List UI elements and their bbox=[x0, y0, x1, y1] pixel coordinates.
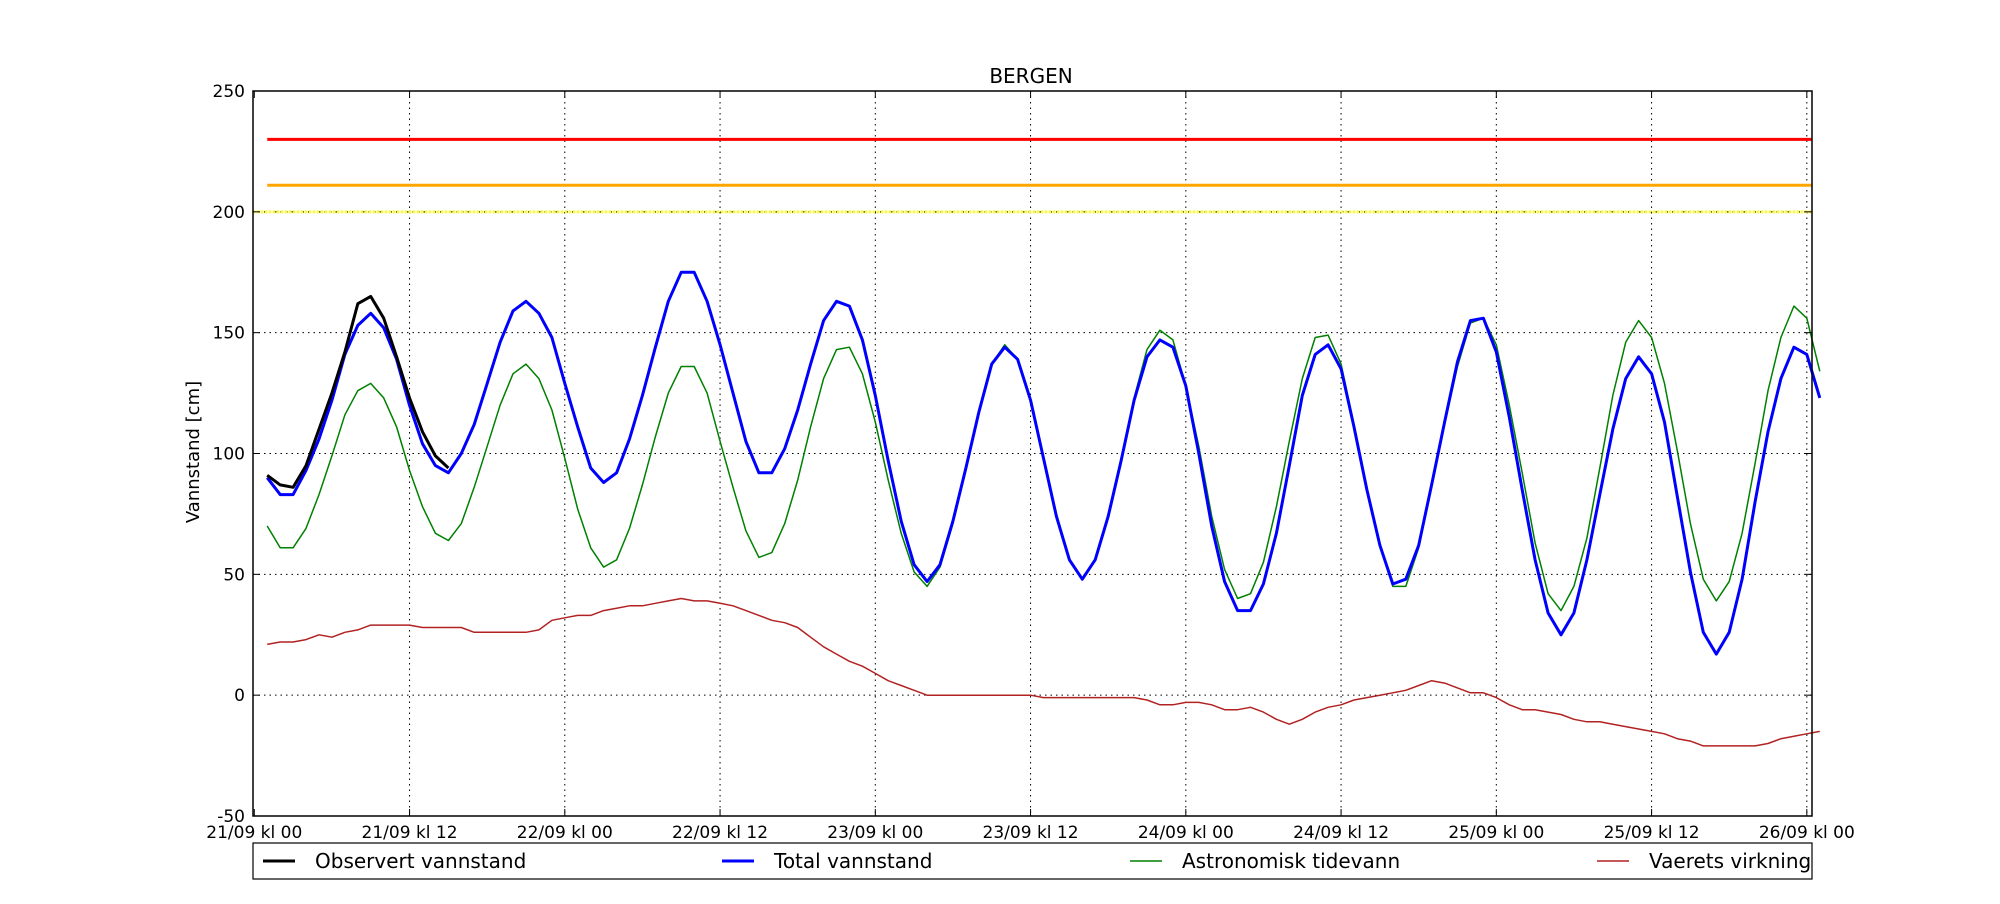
legend-label: Vaerets virkning bbox=[1649, 849, 1811, 873]
y-tick-label: -50 bbox=[217, 807, 245, 827]
y-tick-label: 250 bbox=[213, 82, 245, 102]
x-tick-label: 22/09 kl 12 bbox=[672, 823, 768, 843]
series-line-3 bbox=[267, 597, 1820, 747]
x-tick-label: 23/09 kl 00 bbox=[827, 823, 923, 843]
legend-label: Astronomisk tidevann bbox=[1182, 849, 1400, 873]
legend-frame bbox=[252, 842, 1813, 880]
x-tick-label: 21/09 kl 00 bbox=[206, 823, 302, 843]
series-line-0 bbox=[266, 294, 450, 489]
x-tick-label: 23/09 kl 12 bbox=[983, 823, 1079, 843]
legend: Observert vannstand Total vannstand Astron… bbox=[252, 842, 1813, 880]
plot-frame bbox=[252, 90, 1813, 817]
x-tick-label: 26/09 kl 00 bbox=[1759, 823, 1855, 843]
legend-label: Total vannstand bbox=[773, 849, 932, 873]
y-tick-label: 50 bbox=[223, 565, 245, 585]
y-axis-label: Vannstand [cm] bbox=[183, 381, 204, 523]
x-tick-label: 24/09 kl 12 bbox=[1293, 823, 1389, 843]
y-tick-label: 150 bbox=[213, 324, 245, 344]
chart-title: BERGEN bbox=[989, 64, 1072, 88]
x-tick-label: 25/09 kl 12 bbox=[1604, 823, 1700, 843]
x-tick-label: 24/09 kl 00 bbox=[1138, 823, 1234, 843]
y-tick-label: 200 bbox=[213, 203, 245, 223]
series-layer bbox=[266, 270, 1822, 747]
legend-label: Observert vannstand bbox=[315, 849, 526, 873]
y-tick-label: 100 bbox=[213, 445, 245, 465]
x-tick-label: 25/09 kl 00 bbox=[1448, 823, 1544, 843]
y-tick-label: 0 bbox=[234, 686, 245, 706]
x-tick-label: 21/09 kl 12 bbox=[362, 823, 458, 843]
tick-layer: -50 0 50 100 150 200 250 21/09 kl 00 21/09 kl 12… bbox=[206, 82, 1855, 843]
x-tick-label: 22/09 kl 00 bbox=[517, 823, 613, 843]
grid-layer bbox=[253, 91, 1812, 816]
threshold-layer bbox=[253, 137, 1812, 214]
series-line-1 bbox=[266, 270, 1822, 656]
